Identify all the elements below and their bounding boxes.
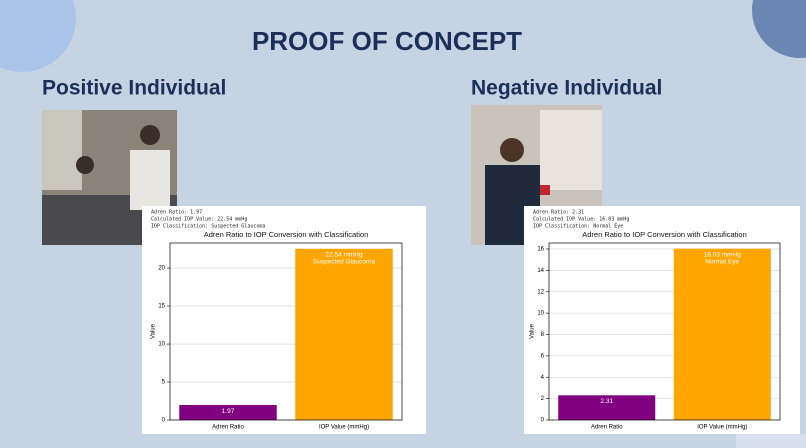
info-line: Adren Ratio: 1.97: [151, 210, 202, 216]
x-tick-label: Adren Ratio: [212, 425, 244, 431]
info-line: Adren Ratio: 2.31: [533, 210, 584, 216]
y-tick-label: 2: [541, 396, 545, 402]
bar: [558, 395, 656, 420]
y-tick-label: 14: [537, 268, 544, 274]
photo: [42, 110, 177, 245]
panel-heading: Negative Individual: [471, 77, 662, 100]
bar-note: Normal Eye: [705, 258, 739, 265]
y-tick-label: 10: [158, 342, 165, 348]
y-tick-label: 4: [541, 375, 545, 381]
y-tick-label: 15: [158, 304, 165, 310]
y-axis-label: Value: [151, 323, 157, 339]
info-line: IOP Classification: Normal Eye: [533, 224, 623, 230]
x-tick-label: IOP Value (mmHg): [697, 425, 747, 431]
panel-heading: Positive Individual: [42, 77, 226, 100]
decor-circle: [0, 0, 76, 72]
y-tick-label: 0: [541, 418, 545, 424]
info-line: IOP Classification: Suspected Glaucoma: [151, 224, 265, 230]
plot-frame: [548, 242, 781, 421]
y-tick-label: 10: [537, 311, 544, 317]
bar: [673, 248, 771, 420]
decor-circle: [752, 0, 806, 58]
value-label: 1.97: [222, 408, 235, 415]
y-tick-label: 8: [541, 332, 545, 338]
y-tick-label: 0: [162, 418, 166, 424]
value-label: 22.54 mmHg: [325, 251, 363, 258]
plot-frame: [169, 242, 403, 421]
decor: [736, 434, 806, 448]
y-tick-label: 20: [158, 266, 165, 272]
y-tick-label: 6: [541, 353, 545, 359]
chart-title: Adren Ratio to IOP Conversion with Class…: [582, 230, 747, 239]
y-tick-label: 16: [537, 247, 544, 253]
x-tick-label: IOP Value (mmHg): [319, 425, 369, 431]
value-label: 2.31: [600, 398, 613, 405]
y-axis-label: Value: [530, 323, 536, 339]
y-tick-label: 12: [537, 289, 544, 295]
info-line: Calculated IOP Value: 16.03 mmHg: [533, 217, 629, 223]
value-label: 16.03 mmHg: [704, 251, 742, 258]
slide-title: PROOF OF CONCEPT: [252, 26, 522, 56]
bar: [179, 405, 277, 420]
y-tick-label: 5: [162, 380, 166, 386]
info-line: Calculated IOP Value: 22.54 mmHg: [151, 217, 247, 223]
bar: [295, 248, 393, 420]
x-tick-label: Adren Ratio: [591, 425, 623, 431]
chart-title: Adren Ratio to IOP Conversion with Class…: [204, 230, 369, 239]
bar-note: Suspected Glaucoma: [313, 258, 376, 265]
